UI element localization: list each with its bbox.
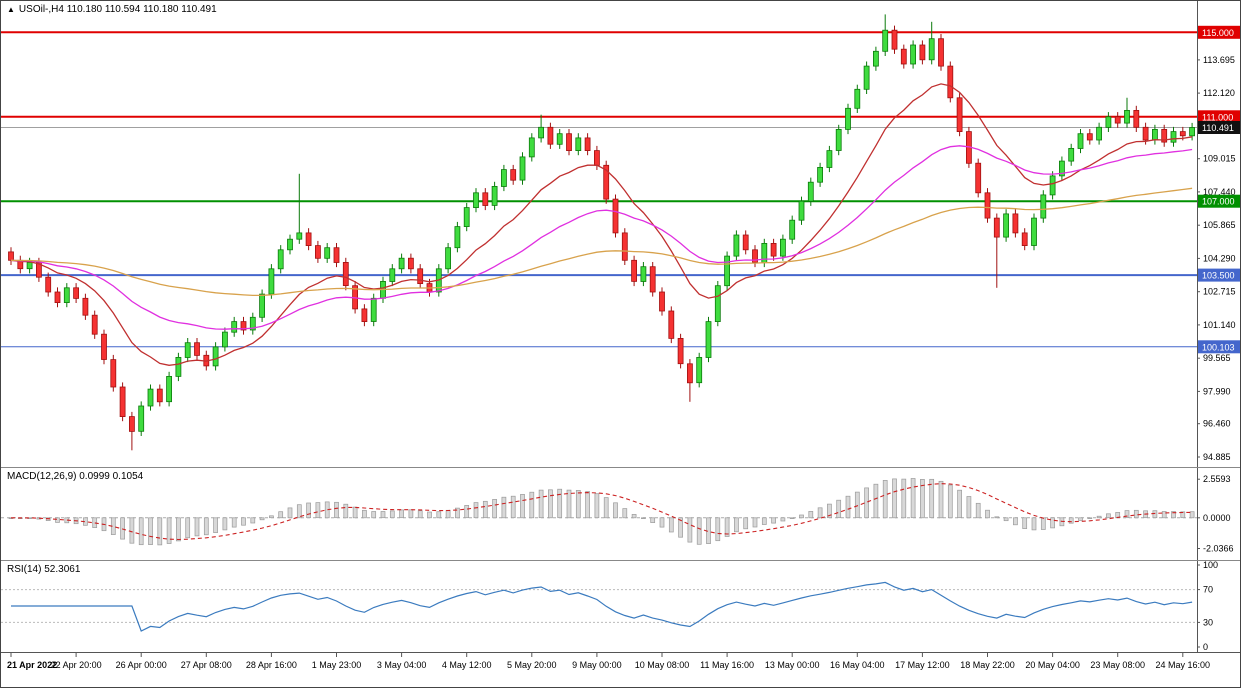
time-axis: 21 Apr 2022 22 Apr 20:00 26 Apr 00:00 27 Ap… [1,652,1240,687]
svg-text:94.885: 94.885 [1203,452,1231,462]
svg-text:11 May 16:00: 11 May 16:00 [700,660,754,670]
price-level-lines[interactable] [1,31,1197,348]
svg-text:0.0000: 0.0000 [1203,513,1231,523]
svg-text:70: 70 [1203,585,1213,595]
chart-ohlc-readout: USOil-,H4 110.180 110.594 110.180 110.49… [18,4,217,15]
price-level-badge-107.000: 107.000 [1198,194,1240,208]
svg-text:-2.0366: -2.0366 [1203,544,1234,554]
macd-axis-labels: 2.5593 0.0000 -2.0366 [1197,474,1234,554]
chart-title: ▲ USOil-,H4 110.180 110.594 110.180 110.4… [7,4,217,15]
svg-text:21 Apr 2022: 21 Apr 2022 [7,660,57,670]
svg-text:9 May 00:00: 9 May 00:00 [572,660,622,670]
svg-text:26 Apr 00:00: 26 Apr 00:00 [116,660,167,670]
svg-text:115.000: 115.000 [1202,28,1234,38]
rsi-label: RSI(14) 52.3061 [7,564,81,575]
svg-text:100.103: 100.103 [1202,342,1235,352]
candlestick-chart[interactable]: 113.695 112.120 109.015 107.440 105.865 104.2… [1,1,1241,467]
price-level-badge-100.103: 100.103 [1198,340,1240,354]
ma-slow-line [10,187,1193,297]
svg-text:107.440: 107.440 [1203,187,1236,197]
svg-text:28 Apr 16:00: 28 Apr 16:00 [246,660,297,670]
svg-text:100: 100 [1203,561,1218,570]
svg-text:22 Apr 20:00: 22 Apr 20:00 [51,660,102,670]
candlesticks[interactable] [8,14,1195,451]
svg-text:109.015: 109.015 [1203,154,1236,164]
macd-chart[interactable]: 2.5593 0.0000 -2.0366 [1,468,1241,560]
svg-text:0: 0 [1203,642,1208,652]
current-price-badge: 110.491 [1198,121,1240,134]
svg-text:112.120: 112.120 [1203,88,1235,98]
svg-text:5 May 20:00: 5 May 20:00 [507,660,557,670]
rsi-chart[interactable]: 100 70 30 0 [1,561,1241,652]
svg-text:107.000: 107.000 [1202,197,1235,207]
price-axis-labels: 113.695 112.120 109.015 107.440 105.865 104.2… [1197,55,1236,462]
macd-signal-line [10,483,1193,541]
rsi-panel[interactable]: 100 70 30 0 RSI(14) 52.3061 [1,560,1241,652]
macd-label: MACD(12,26,9) 0.0999 0.1054 [7,471,144,482]
svg-text:104.290: 104.290 [1203,253,1236,263]
svg-text:1 May 23:00: 1 May 23:00 [312,660,362,670]
svg-text:16 May 04:00: 16 May 04:00 [830,660,885,670]
svg-text:103.500: 103.500 [1202,271,1235,281]
expander-icon[interactable]: ▲ [7,4,15,14]
rsi-axis-labels: 100 70 30 0 [1197,561,1218,652]
ma-medium-line [10,145,1193,330]
svg-text:3 May 04:00: 3 May 04:00 [377,660,427,670]
svg-text:99.565: 99.565 [1203,353,1231,363]
svg-text:17 May 12:00: 17 May 12:00 [895,660,950,670]
svg-text:10 May 08:00: 10 May 08:00 [635,660,690,670]
rsi-line [11,581,1193,632]
svg-text:102.715: 102.715 [1203,287,1236,297]
price-level-badge-103.500: 103.500 [1198,268,1240,282]
svg-text:96.460: 96.460 [1203,419,1231,429]
svg-text:13 May 00:00: 13 May 00:00 [765,660,820,670]
svg-text:2.5593: 2.5593 [1203,474,1231,484]
svg-text:111.000: 111.000 [1202,112,1233,122]
macd-panel[interactable]: 2.5593 0.0000 -2.0366 MACD(12,26,9) 0.0999… [1,467,1241,560]
macd-histogram [8,478,1195,546]
svg-text:110.491: 110.491 [1202,123,1234,133]
svg-text:4 May 12:00: 4 May 12:00 [442,660,492,670]
svg-text:30: 30 [1203,617,1213,627]
price-level-badge-115.000: 115.000 [1198,25,1240,39]
svg-text:105.865: 105.865 [1203,220,1236,230]
svg-text:18 May 22:00: 18 May 22:00 [960,660,1015,670]
svg-text:101.140: 101.140 [1203,320,1236,330]
svg-text:20 May 04:00: 20 May 04:00 [1025,660,1080,670]
svg-text:113.695: 113.695 [1203,55,1235,65]
ma-fast-line [10,83,1193,366]
main-chart-panel[interactable]: 113.695 112.120 109.015 107.440 105.865 104.2… [1,1,1241,467]
svg-text:24 May 16:00: 24 May 16:00 [1156,660,1211,670]
svg-text:27 Apr 08:00: 27 Apr 08:00 [181,660,232,670]
svg-text:23 May 08:00: 23 May 08:00 [1090,660,1145,670]
svg-text:97.990: 97.990 [1203,386,1231,396]
price-level-badge-111.000: 111.000 [1198,110,1240,124]
